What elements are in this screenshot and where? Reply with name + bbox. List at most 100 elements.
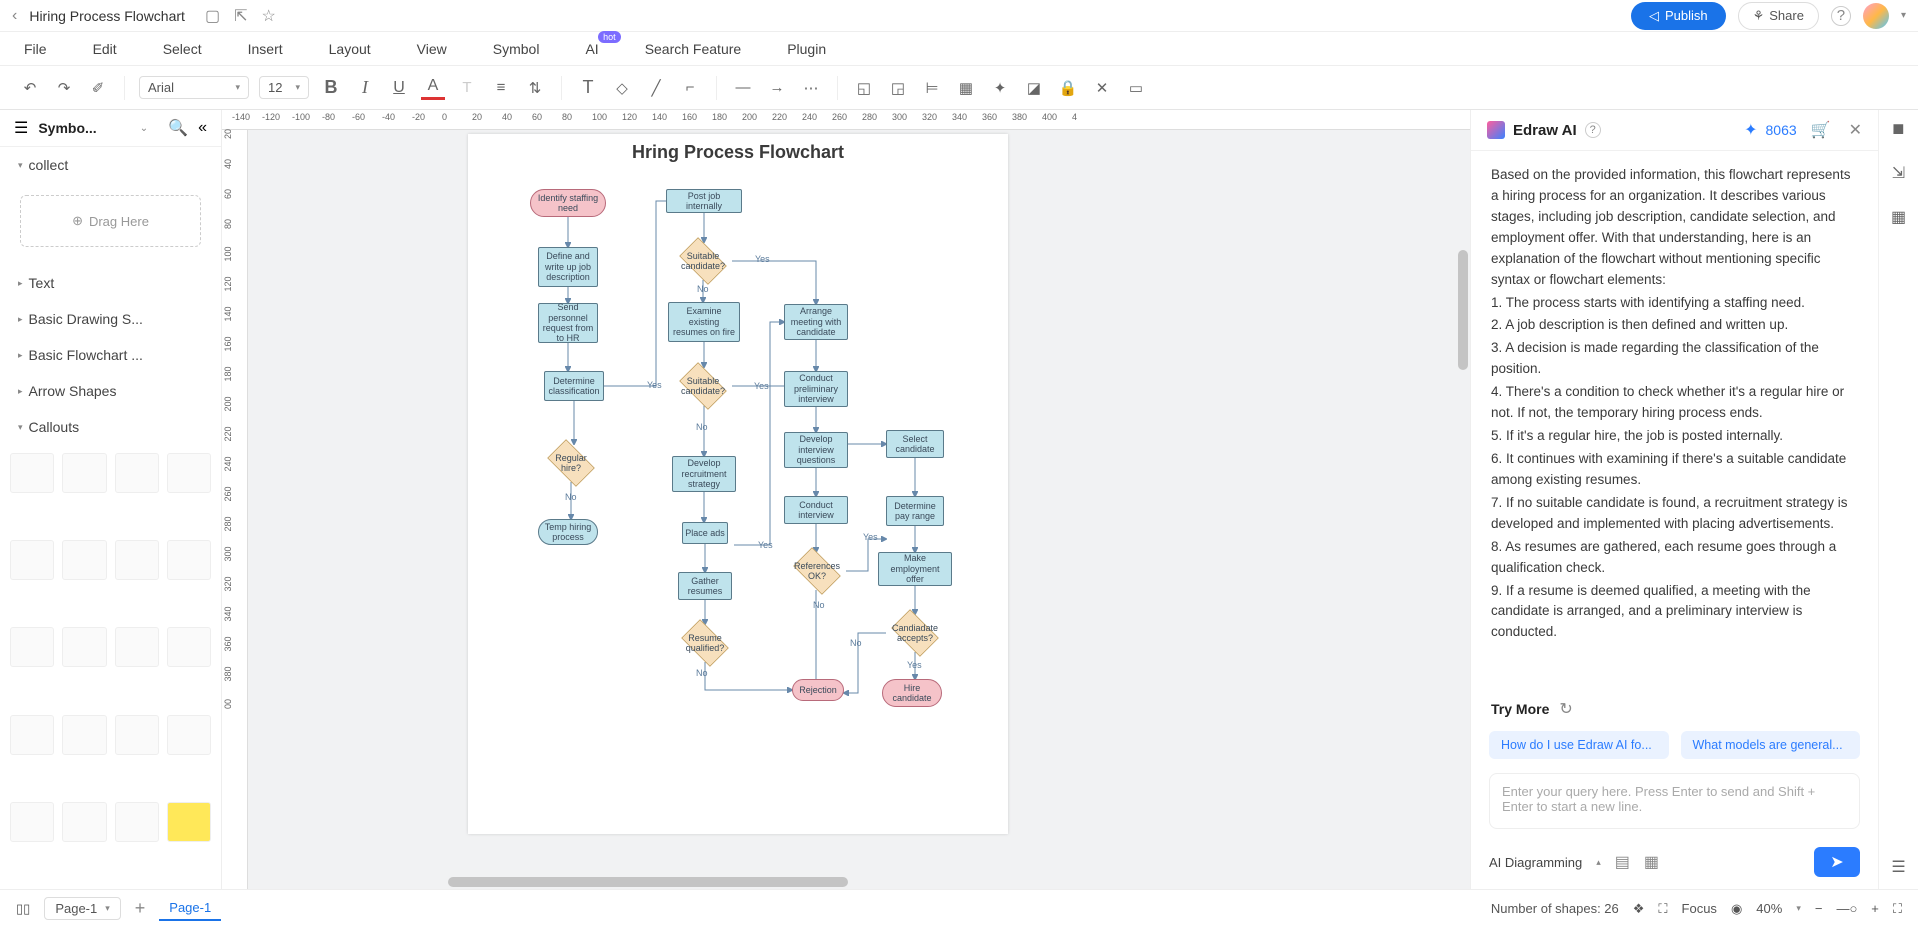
callout-thumb[interactable] [10, 715, 54, 755]
line-style-button[interactable]: — [731, 76, 755, 100]
crop-button[interactable]: ◪ [1022, 76, 1046, 100]
flow-node[interactable]: References OK? [788, 552, 846, 590]
lock-button[interactable]: 🔒 [1056, 76, 1080, 100]
flow-node[interactable]: Define and write up job description [538, 247, 598, 287]
back-button[interactable]: ‹ [12, 7, 17, 25]
menu-file[interactable]: File [24, 41, 47, 57]
refresh-icon[interactable]: ↻ [1559, 699, 1572, 719]
undo-button[interactable]: ↶ [18, 76, 42, 100]
focus-label[interactable]: Focus [1682, 901, 1717, 916]
callout-thumb[interactable] [10, 540, 54, 580]
layout-button[interactable]: ▭ [1124, 76, 1148, 100]
expand-panel-icon[interactable]: ⇲ [1892, 163, 1905, 183]
sidebar-cat-text[interactable]: ▸Text [0, 265, 221, 301]
sidebar-cat-arrow-shapes[interactable]: ▸Arrow Shapes [0, 373, 221, 409]
flow-node[interactable]: Rejection [792, 679, 844, 701]
page[interactable]: Hring Process Flowchart [468, 134, 1008, 834]
line-color-button[interactable]: ╱ [644, 76, 668, 100]
italic-button[interactable]: I [353, 76, 377, 100]
flow-node[interactable]: Develop interview questions [784, 432, 848, 468]
text-tool-button[interactable]: T [576, 76, 600, 100]
cart-icon[interactable]: 🛒 [1811, 120, 1831, 140]
user-menu-caret[interactable]: ▾ [1901, 10, 1906, 21]
spacing-button[interactable]: ⇅ [523, 76, 547, 100]
font-color-button[interactable]: A [421, 76, 445, 100]
library-icon[interactable]: ☰ [14, 118, 28, 138]
menu-edit[interactable]: Edit [93, 41, 117, 57]
menu-insert[interactable]: Insert [248, 41, 283, 57]
tools-button[interactable]: ✕ [1090, 76, 1114, 100]
settings-rail-icon[interactable]: ☰ [1891, 857, 1905, 877]
font-family-select[interactable]: Arial▾ [139, 76, 249, 99]
vertical-scrollbar[interactable] [1458, 250, 1468, 370]
suggestion-chip[interactable]: How do I use Edraw AI fo... [1489, 731, 1669, 759]
grid-tool-icon[interactable]: ▦ [1891, 207, 1906, 227]
callout-thumb[interactable] [167, 453, 211, 493]
font-size-select[interactable]: 12▾ [259, 76, 309, 99]
menu-plugin[interactable]: Plugin [787, 41, 826, 57]
align-button[interactable]: ≡ [489, 76, 513, 100]
menu-ai[interactable]: AIhot [585, 41, 598, 57]
canvas[interactable]: Hring Process Flowchart [248, 130, 1470, 889]
ai-tool-icon-2[interactable]: ▦ [1644, 852, 1659, 872]
arrow-button[interactable]: → [765, 76, 789, 100]
zoom-out-button[interactable]: − [1815, 901, 1823, 916]
group-button[interactable]: ▦ [954, 76, 978, 100]
flow-node[interactable]: Conduct preliminary interview [784, 371, 848, 407]
share-button[interactable]: ⚘Share [1738, 2, 1819, 30]
effects-button[interactable]: ✦ [988, 76, 1012, 100]
layer-front-button[interactable]: ◲ [886, 76, 910, 100]
page-tab[interactable]: Page-1 [159, 896, 221, 921]
flow-node[interactable]: Determine classification [544, 371, 604, 401]
fill-tool-icon[interactable]: ◆ [1886, 116, 1911, 141]
flow-node[interactable]: Conduct interview [784, 496, 848, 524]
callout-thumb[interactable] [167, 627, 211, 667]
publish-button[interactable]: ◁Publish [1631, 2, 1726, 30]
fullscreen-icon[interactable]: ⛶ [1893, 901, 1902, 917]
flow-node[interactable]: Gather resumes [678, 572, 732, 600]
layer-back-button[interactable]: ◱ [852, 76, 876, 100]
flow-node[interactable]: Suitable candidate? [674, 242, 732, 280]
flow-node[interactable]: Candiadate accepts? [886, 614, 944, 652]
layers-icon[interactable]: ❖ [1633, 901, 1645, 917]
callout-thumb[interactable] [115, 802, 159, 842]
flow-node[interactable]: Identify staffing need [530, 189, 606, 217]
callout-thumb[interactable] [167, 540, 211, 580]
flow-node[interactable]: Temp hiring process [538, 519, 598, 545]
flow-node[interactable]: Select candidate [886, 430, 944, 458]
ai-tool-icon-1[interactable]: ▤ [1615, 852, 1630, 872]
save-icon[interactable]: ▢ [205, 6, 220, 26]
sidebar-cat-callouts[interactable]: ▾Callouts [0, 409, 221, 445]
menu-layout[interactable]: Layout [329, 41, 371, 57]
sidebar-cat-collect[interactable]: ▾collect [0, 147, 221, 183]
focus-icon[interactable]: ⛶ [1658, 901, 1667, 917]
callout-thumb[interactable] [115, 627, 159, 667]
avatar[interactable] [1863, 3, 1889, 29]
drag-here-zone[interactable]: ⊕Drag Here [20, 195, 201, 247]
flow-node[interactable]: Post job internally [666, 189, 742, 213]
search-icon[interactable]: 🔍 [168, 118, 188, 138]
flow-node[interactable]: Regular hire? [542, 444, 600, 482]
menu-symbol[interactable]: Symbol [493, 41, 540, 57]
flow-node[interactable]: Resume qualified? [676, 624, 734, 662]
bold-button[interactable]: B [319, 76, 343, 100]
callout-thumb[interactable] [115, 540, 159, 580]
callout-thumb[interactable] [10, 802, 54, 842]
flow-node[interactable]: Examine existing resumes on fire [668, 302, 740, 342]
callout-thumb[interactable] [10, 453, 54, 493]
star-icon[interactable]: ☆ [261, 6, 275, 26]
flow-node[interactable]: Arrange meeting with candidate [784, 304, 848, 340]
align-tool-button[interactable]: ⊨ [920, 76, 944, 100]
page-nav-icon[interactable]: ▯▯ [16, 901, 30, 917]
ai-mode-select[interactable]: AI Diagramming [1489, 855, 1582, 870]
sidebar-cat-basic-drawing-s-[interactable]: ▸Basic Drawing S... [0, 301, 221, 337]
callout-thumb[interactable] [62, 540, 106, 580]
library-menu-caret[interactable]: ⌄ [140, 123, 148, 134]
callout-thumb[interactable] [62, 715, 106, 755]
presentation-icon[interactable]: ◉ [1731, 901, 1742, 917]
zoom-value[interactable]: 40% [1756, 901, 1782, 916]
dash-button[interactable]: ⋯ [799, 76, 823, 100]
callout-thumb[interactable] [167, 802, 211, 842]
add-page-button[interactable]: + [135, 898, 146, 919]
zoom-in-button[interactable]: + [1871, 901, 1879, 916]
